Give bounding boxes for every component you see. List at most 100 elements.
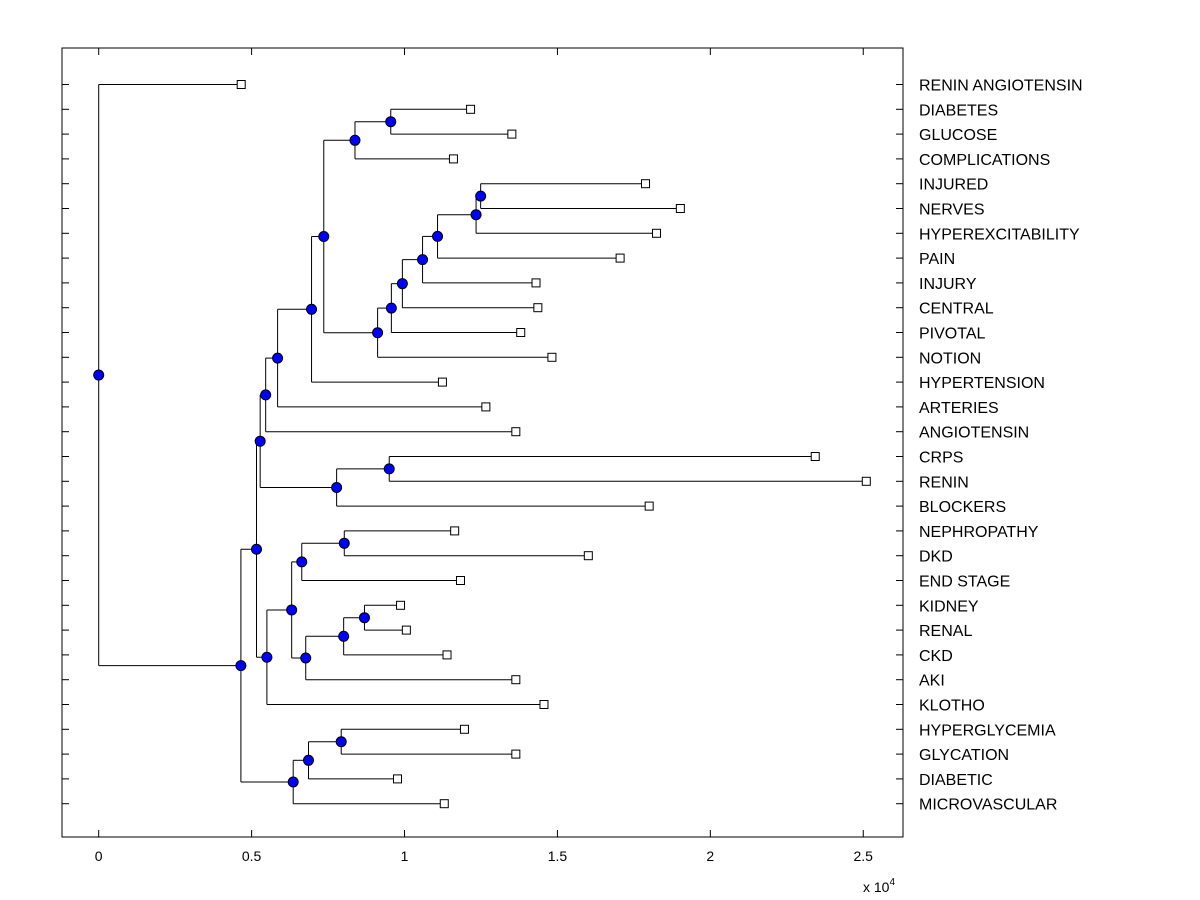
leaf-label: END STAGE: [919, 574, 1010, 591]
node-marker: [385, 116, 397, 128]
leaf-label: BLOCKERS: [919, 499, 1006, 516]
node-marker: [349, 134, 361, 146]
node-marker: [287, 776, 299, 788]
leaf-marker: [644, 501, 654, 511]
leaf-label: INJURY: [919, 276, 977, 293]
node-marker: [286, 604, 298, 616]
node-marker: [93, 369, 105, 381]
plot-frame: [61, 47, 904, 838]
x-ticks: 0 0.5 1 1.5 2 2.5: [95, 48, 873, 864]
leaf-marker: [511, 427, 521, 437]
node-marker: [335, 736, 347, 748]
leaf-label: KLOTHO: [919, 698, 985, 715]
node-marker: [235, 660, 247, 672]
node-marker: [306, 303, 318, 315]
node-marker: [338, 630, 350, 642]
leaf-marker: [516, 328, 526, 337]
leaf-marker: [583, 551, 593, 561]
node-marker: [300, 652, 312, 664]
leaf-marker: [448, 154, 458, 164]
leaf-label: HYPERTENSION: [919, 375, 1045, 392]
leaf-label: ANGIOTENSIN: [919, 425, 1029, 442]
leaf-label: NERVES: [919, 202, 985, 219]
x-tick-label: 0.5: [242, 848, 262, 864]
node-marker: [417, 254, 429, 266]
leaf-marker: [539, 700, 549, 709]
leaf-label: ARTERIES: [919, 400, 999, 417]
leaf-marker: [437, 377, 447, 387]
x-tick-label: 2: [706, 848, 714, 864]
leaf-marker: [392, 774, 402, 784]
leaf-marker: [396, 600, 406, 610]
node-marker: [475, 190, 487, 202]
x-scale-exponent: 4: [889, 877, 895, 888]
leaf-label: MICROVASCULAR: [919, 797, 1057, 814]
node-marker: [296, 556, 308, 568]
node-marker: [396, 278, 408, 290]
leaf-marker: [615, 253, 625, 263]
leaf-marker: [861, 476, 871, 486]
leaf-label: CENTRAL: [919, 301, 994, 318]
leaf-marker: [507, 129, 517, 139]
leaf-marker: [641, 179, 651, 189]
leaf-label: HYPEREXCITABILITY: [919, 226, 1080, 243]
leaf-labels: RENIN ANGIOTENSIN DIABETES GLUCOSE COMPLICA…: [919, 78, 1083, 814]
node-marker: [432, 230, 444, 242]
leaf-label: NOTION: [919, 350, 981, 367]
y-ticks: [62, 84, 903, 805]
node-marker: [260, 389, 272, 401]
leaf-markers: [236, 80, 871, 809]
leaf-marker: [531, 278, 541, 288]
leaf-label: PIVOTAL: [919, 326, 985, 343]
leaf-marker: [466, 104, 476, 114]
x-tick-label: 1: [401, 848, 409, 864]
leaf-marker: [439, 799, 449, 809]
x-scale-label: x 104: [863, 877, 895, 895]
node-marker: [372, 327, 384, 339]
x-tick-label: 0: [95, 848, 103, 864]
node-marker: [358, 612, 370, 624]
node-marker: [331, 482, 343, 493]
leaf-label: GLYCATION: [919, 747, 1009, 764]
leaf-label: INJURED: [919, 177, 988, 194]
leaf-label: DIABETES: [919, 102, 998, 119]
node-marker: [470, 209, 482, 221]
x-tick-label: 2.5: [854, 848, 874, 864]
leaf-label: DIABETIC: [919, 772, 993, 789]
leaf-label: RENIN ANGIOTENSIN: [919, 78, 1083, 95]
leaf-label: RENIN: [919, 474, 969, 491]
leaf-marker: [533, 303, 543, 313]
leaf-label: COMPLICATIONS: [919, 152, 1050, 169]
leaf-marker: [675, 204, 685, 213]
node-marker: [385, 302, 397, 314]
leaf-label: KIDNEY: [919, 598, 979, 615]
leaf-label: GLUCOSE: [919, 127, 997, 144]
leaf-marker: [455, 576, 465, 585]
node-marker: [261, 651, 273, 663]
node-marker: [383, 463, 395, 475]
leaf-label: RENAL: [919, 623, 972, 640]
dendrogram-links: [98, 84, 867, 805]
leaf-label: CKD: [919, 648, 953, 665]
node-marker: [272, 352, 284, 364]
leaf-marker: [481, 402, 491, 412]
leaf-marker: [401, 625, 411, 635]
leaf-marker: [459, 724, 469, 734]
leaf-marker: [511, 675, 521, 685]
node-marker: [254, 435, 266, 447]
leaf-marker: [810, 452, 820, 461]
leaf-marker: [652, 228, 662, 238]
leaf-marker: [511, 749, 521, 759]
leaf-label: CRPS: [919, 450, 963, 467]
leaf-marker: [450, 526, 460, 536]
leaf-label: AKI: [919, 673, 945, 690]
x-tick-label: 1.5: [548, 848, 568, 864]
leaf-label: NEPHROPATHY: [919, 524, 1039, 541]
node-marker: [318, 230, 330, 242]
leaf-marker: [442, 650, 452, 660]
leaf-marker: [547, 352, 557, 362]
leaf-label: HYPERGLYCEMIA: [919, 722, 1056, 739]
node-marker: [338, 537, 350, 549]
leaf-label: DKD: [919, 549, 953, 566]
